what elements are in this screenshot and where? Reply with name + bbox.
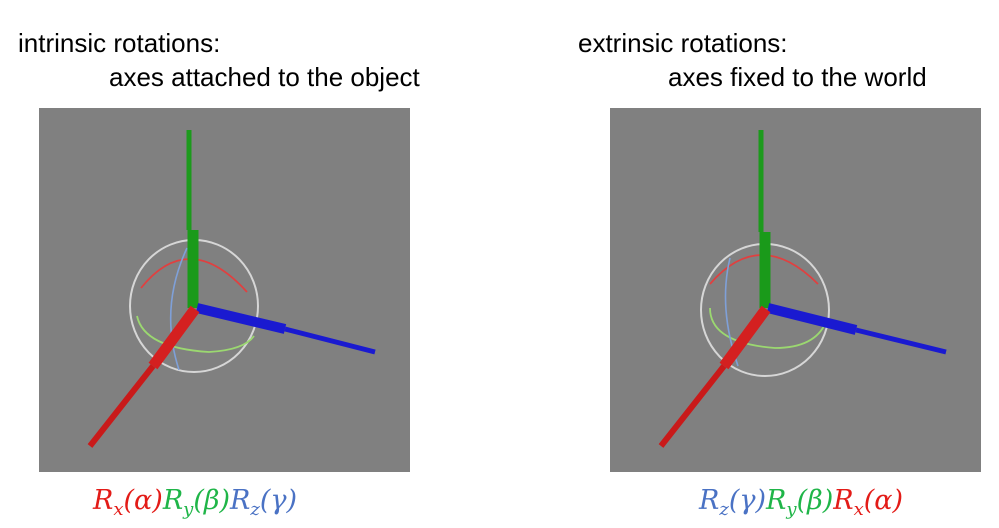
z-axis-thick bbox=[195, 303, 287, 334]
intrinsic-formula: Rx(α)Ry(β)Rz(γ) bbox=[93, 484, 297, 527]
z-axis-thin bbox=[855, 327, 947, 355]
x-axis-thin bbox=[658, 364, 727, 448]
x-axis-thick bbox=[148, 305, 200, 370]
gimbal-ring-green bbox=[709, 307, 827, 349]
formula-term-3: Rx(α) bbox=[833, 485, 904, 520]
extrinsic-formula: Rz(γ)Ry(β)Rx(α) bbox=[699, 484, 903, 527]
formula-term-1: Rz(γ) bbox=[699, 485, 767, 520]
extrinsic-gimbal-illustration bbox=[658, 130, 947, 448]
z-axis-thick bbox=[766, 303, 858, 335]
intrinsic-gimbal-viewport bbox=[39, 108, 410, 472]
intrinsic-heading: intrinsic rotations: bbox=[18, 28, 221, 58]
x-axis-thick bbox=[719, 305, 771, 370]
intrinsic-subheading: axes attached to the object bbox=[109, 62, 420, 92]
formula-term-2: Ry(β) bbox=[766, 485, 834, 520]
x-axis-thin bbox=[87, 364, 156, 448]
formula-term-2: Ry(β) bbox=[162, 485, 231, 520]
formula-term-1: Rx(α) bbox=[93, 485, 163, 520]
intrinsic-gimbal-illustration bbox=[87, 130, 376, 448]
extrinsic-gimbal-viewport bbox=[610, 108, 981, 472]
extrinsic-heading: extrinsic rotations: bbox=[578, 28, 788, 58]
gimbal-ring-blue bbox=[169, 247, 188, 371]
gimbal-ring-green bbox=[136, 315, 255, 353]
extrinsic-subheading: axes fixed to the world bbox=[668, 62, 927, 92]
z-axis-thin bbox=[284, 326, 376, 355]
formula-term-3: Rz(γ) bbox=[230, 485, 298, 520]
